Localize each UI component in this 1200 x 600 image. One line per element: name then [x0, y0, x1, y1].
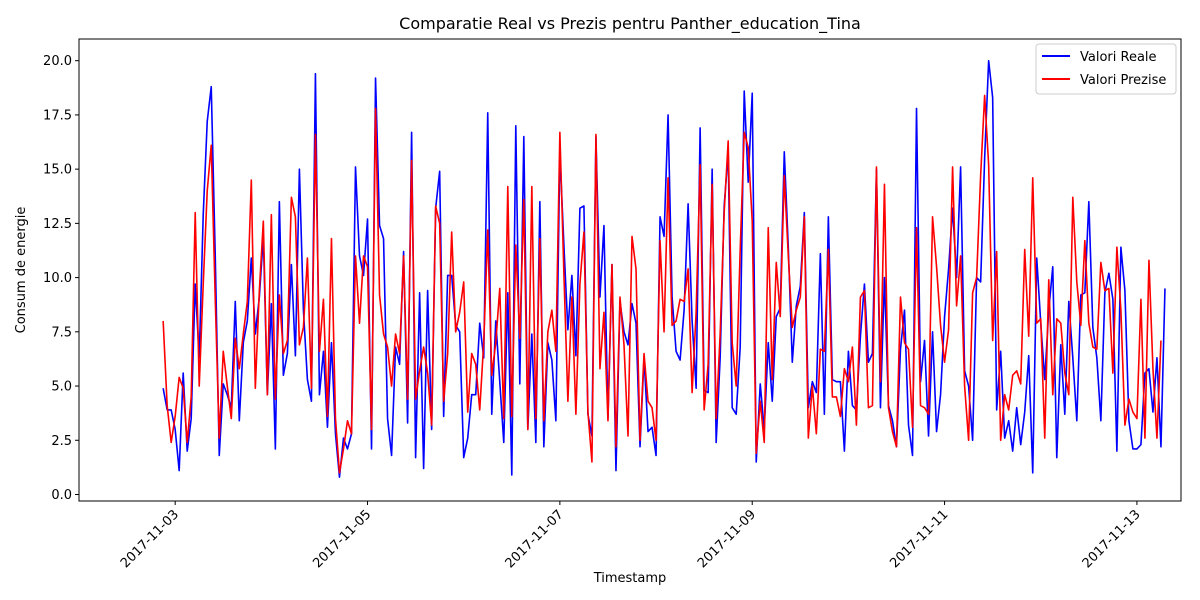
- legend-label-valori-prezise: Valori Prezise: [1080, 73, 1166, 88]
- y-tick-label: 20.0: [43, 54, 72, 69]
- y-axis-title: Consum de energie: [14, 207, 29, 334]
- y-tick-label: 5.0: [51, 380, 72, 395]
- y-tick-label: 0.0: [51, 488, 72, 503]
- y-tick-label: 17.5: [43, 108, 72, 123]
- x-axis-title: Timestamp: [593, 571, 667, 586]
- chart-title: Comparatie Real vs Prezis pentru Panther…: [399, 14, 861, 34]
- series-layer: [162, 59, 1166, 478]
- legend-box: [1035, 43, 1177, 95]
- y-tick-label: 2.5: [51, 434, 72, 449]
- series-line-valori-reale: [162, 59, 1166, 478]
- plot-frame: [78, 38, 1182, 502]
- y-tick-label: 7.5: [51, 325, 72, 340]
- plot-area: [79, 39, 1181, 501]
- series-line-valori-prezise: [162, 94, 1162, 474]
- y-axis: 0.0 2.5 5.0 7.5 10.0 12.5 15.0 17.5 20.0: [43, 54, 79, 503]
- y-tick-label: 12.5: [43, 217, 72, 232]
- legend: Valori Reale Valori Prezise: [1035, 43, 1177, 95]
- y-tick-label: 15.0: [43, 163, 72, 178]
- legend-label-valori-reale: Valori Reale: [1080, 50, 1157, 65]
- y-tick-label: 10.0: [43, 271, 72, 286]
